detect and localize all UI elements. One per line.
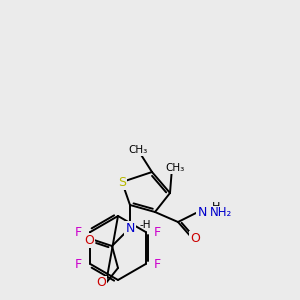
Text: O: O bbox=[84, 233, 94, 247]
Text: N: N bbox=[197, 206, 207, 220]
Text: -H: -H bbox=[140, 220, 152, 230]
Text: O: O bbox=[190, 232, 200, 244]
Text: F: F bbox=[75, 257, 82, 271]
Text: CH₃: CH₃ bbox=[128, 145, 148, 155]
Text: H: H bbox=[212, 202, 220, 212]
Text: F: F bbox=[154, 257, 161, 271]
Text: F: F bbox=[75, 226, 82, 238]
Text: N: N bbox=[125, 221, 135, 235]
Text: CH₃: CH₃ bbox=[165, 163, 184, 173]
Text: O: O bbox=[96, 277, 106, 290]
Text: S: S bbox=[118, 176, 126, 188]
Text: NH₂: NH₂ bbox=[210, 206, 232, 220]
Text: F: F bbox=[154, 226, 161, 238]
Text: H: H bbox=[210, 212, 218, 222]
